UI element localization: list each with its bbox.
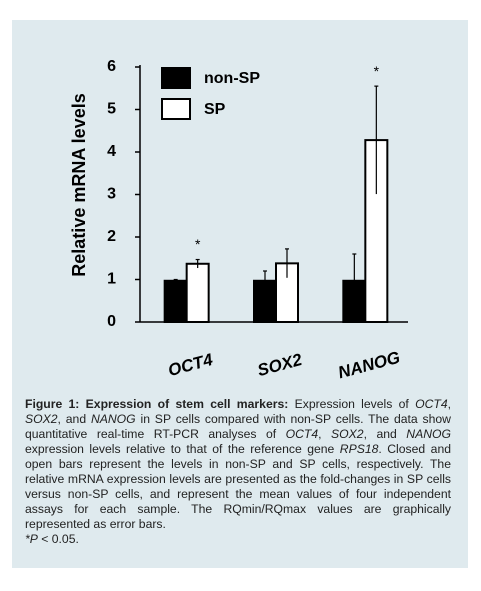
caption-run: RPS18: [339, 442, 379, 456]
caption-run: SOX2: [25, 412, 58, 426]
caption-run: . Closed and open bars represent the lev…: [25, 442, 451, 531]
caption-text: Figure 1: Expression of stem cell marker…: [25, 397, 451, 532]
significance-mark: *: [195, 236, 201, 252]
caption-run: , and: [363, 427, 407, 441]
caption-run: in SP cells compared with non-SP cells. …: [25, 412, 451, 441]
y-tick-label: 2: [107, 228, 116, 245]
bar: [163, 279, 188, 323]
caption-run: *P: [25, 532, 38, 546]
caption-run: OCT4: [415, 397, 448, 411]
footnote: *P < 0.05.: [25, 532, 451, 547]
legend-label: non-SP: [204, 70, 260, 87]
y-tick-label: 0: [107, 313, 116, 330]
caption-run: NANOG: [406, 427, 451, 441]
bar: [185, 262, 210, 323]
y-axis-label: Relative mRNA levels: [69, 93, 89, 276]
caption-run: ,: [318, 427, 332, 441]
y-tick-label: 5: [107, 101, 116, 118]
caption-run: ,: [447, 397, 451, 411]
legend-label: SP: [204, 101, 226, 118]
y-tick-label: 1: [107, 271, 116, 288]
caption-run: expression levels relative to that of th…: [25, 442, 340, 456]
legend-swatch: [161, 98, 191, 120]
caption-run: NANOG: [90, 412, 136, 426]
caption: Figure 1: Expression of stem cell marker…: [25, 397, 451, 547]
caption-run: OCT4: [285, 427, 319, 441]
caption-run: Expression levels of: [288, 397, 416, 411]
legend-swatch: [161, 67, 191, 89]
caption-run: Figure 1: Expression of stem cell marker…: [25, 397, 289, 411]
caption-run: < 0.05.: [37, 532, 79, 546]
caption-run: SOX2: [331, 427, 364, 441]
y-tick-label: 3: [107, 186, 116, 203]
caption-run: , and: [57, 412, 91, 426]
y-tick-label: 4: [107, 143, 116, 160]
y-tick-label: 6: [107, 58, 116, 75]
significance-mark: *: [374, 63, 380, 79]
